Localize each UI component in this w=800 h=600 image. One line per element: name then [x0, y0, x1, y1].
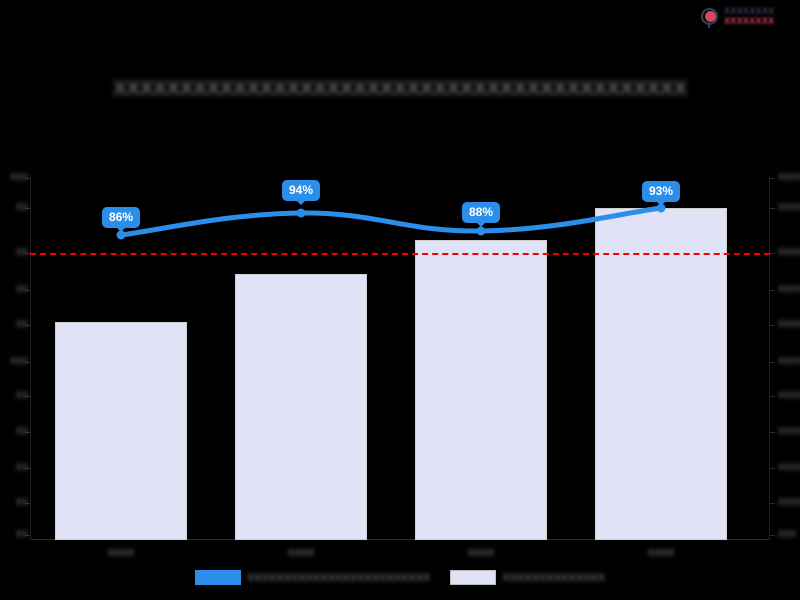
- reference-line: [30, 253, 770, 255]
- axis-tick-label: XX: [15, 390, 28, 400]
- axis-tick-label: XXXX: [778, 462, 800, 472]
- axis-tick: [25, 178, 30, 179]
- axis-tick-label: XXXX: [778, 172, 800, 182]
- axis-tick: [25, 208, 30, 209]
- bar[interactable]: [595, 208, 727, 540]
- data-label: 94%: [281, 180, 321, 201]
- axis-tick: [770, 253, 775, 254]
- legend-swatch-bar-icon: [450, 570, 497, 585]
- bar[interactable]: [235, 274, 367, 540]
- axis-tick-label: XXXX: [778, 284, 800, 294]
- axis-tick-label: XX: [15, 497, 28, 507]
- axis-tick: [25, 396, 30, 397]
- axis-tick-label: XXX: [9, 356, 28, 366]
- axis-tick: [770, 396, 775, 397]
- axis-tick-label: XXXX: [778, 390, 800, 400]
- axis-tick-label: XX: [15, 319, 28, 329]
- axis-tick-label: XXX: [778, 529, 797, 539]
- logo-mark-icon: [700, 7, 720, 28]
- legend-item-line[interactable]: XXXXXXXXXXXXXXXXXXXXXXXXX: [194, 570, 431, 585]
- legend-label-line: XXXXXXXXXXXXXXXXXXXXXXXXX: [246, 571, 431, 584]
- axis-tick-label: XXXX: [778, 319, 800, 329]
- axis-tick-label: XX: [15, 202, 28, 212]
- plot-area: XXX XX XX XX XX XXX XX XX XX XX XX XXXX XXXX XXXX XXX…: [10, 172, 800, 559]
- legend-label-bar: XXXXXXXXXXXXXX: [502, 571, 606, 584]
- line-series-path: [118, 205, 664, 238]
- axis-tick-label: XXXX: [778, 202, 800, 212]
- y-axis-left-line: [30, 175, 31, 540]
- bar[interactable]: [55, 322, 187, 540]
- axis-tick: [770, 208, 775, 209]
- chart-legend: XXXXXXXXXXXXXXXXXXXXXXXXX XXXXXXXXXXXXXX: [0, 570, 800, 585]
- axis-tick-label: XXXX: [778, 497, 800, 507]
- axis-tick: [770, 535, 775, 536]
- data-label: 88%: [461, 202, 501, 223]
- axis-tick: [770, 503, 775, 504]
- axis-tick: [25, 253, 30, 254]
- brand-logo: XXXXXXXX XXXXXXXX: [700, 3, 794, 30]
- bar[interactable]: [415, 240, 547, 540]
- chart-title: XXXXXXXXXXXXXXXXXXXXXXXXXXXXXXXXXXXXXXXX…: [113, 78, 687, 100]
- logo-line-2: XXXXXXXX: [724, 15, 775, 26]
- axis-tick-label: XXXX: [778, 247, 800, 257]
- axis-tick: [770, 362, 775, 363]
- logo-line-1: XXXXXXXX: [724, 6, 775, 17]
- line-series-markers: [116, 203, 666, 240]
- axis-tick: [25, 503, 30, 504]
- x-axis-label: XXXX: [107, 548, 135, 559]
- legend-swatch-line-icon: [194, 570, 241, 585]
- line-marker[interactable]: [296, 208, 306, 218]
- axis-tick-label: XXXX: [778, 356, 800, 366]
- x-axis-label: XXXX: [287, 548, 315, 559]
- axis-tick: [770, 432, 775, 433]
- axis-tick: [770, 178, 775, 179]
- axis-tick: [25, 325, 30, 326]
- x-axis-line: [30, 539, 770, 540]
- axis-tick: [25, 535, 30, 536]
- data-label: 93%: [641, 181, 681, 202]
- x-axis-label: XXXX: [647, 548, 675, 559]
- x-axis-label: XXXX: [467, 548, 495, 559]
- axis-tick: [770, 468, 775, 469]
- axis-tick: [25, 468, 30, 469]
- data-label: 86%: [101, 207, 141, 228]
- axis-tick: [770, 290, 775, 291]
- axis-tick-label: XXX: [9, 172, 28, 182]
- axis-tick: [25, 432, 30, 433]
- axis-tick-label: XX: [15, 284, 28, 294]
- axis-tick-label: XX: [15, 247, 28, 257]
- axis-tick-label: XXXX: [778, 426, 800, 436]
- line-marker[interactable]: [476, 226, 486, 236]
- axis-tick-label: XX: [15, 529, 28, 539]
- axis-tick: [25, 290, 30, 291]
- axis-tick: [770, 325, 775, 326]
- axis-tick-label: XX: [15, 462, 28, 472]
- logo-text: XXXXXXXX XXXXXXXX: [724, 6, 775, 26]
- legend-item-bar[interactable]: XXXXXXXXXXXXXX: [450, 570, 605, 585]
- axis-tick: [25, 362, 30, 363]
- axis-tick-label: XX: [15, 426, 28, 436]
- y-axis-right-line: [769, 175, 770, 540]
